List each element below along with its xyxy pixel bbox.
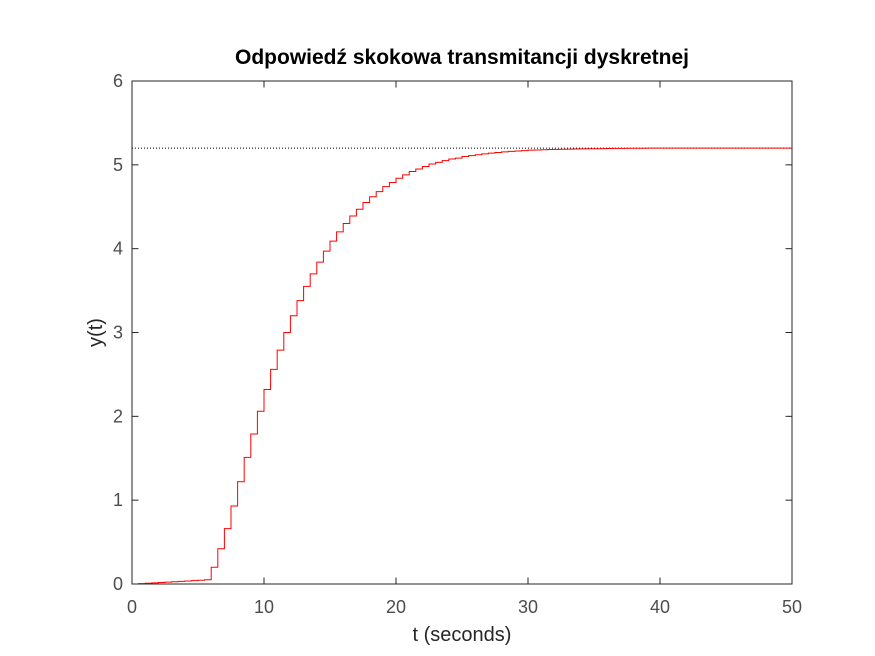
x-tick-label: 0 <box>127 597 137 617</box>
x-tick-label: 30 <box>518 597 538 617</box>
y-tick-label: 1 <box>113 490 123 510</box>
y-tick-label: 0 <box>113 574 123 594</box>
series-layer <box>132 147 792 585</box>
x-tick-label: 10 <box>254 597 274 617</box>
y-tick-label: 3 <box>113 323 123 343</box>
x-tick-label: 20 <box>386 597 406 617</box>
y-axis-label: y(t) <box>85 318 107 347</box>
step-response-series <box>132 147 792 585</box>
y-tick-label: 2 <box>113 406 123 426</box>
plot-area <box>132 81 792 584</box>
y-tick-label: 6 <box>113 71 123 91</box>
y-tick-label: 5 <box>113 155 123 175</box>
x-axis-label: t (seconds) <box>413 624 512 646</box>
ticks-layer: 0 10 20 30 40 50 0 1 2 3 4 5 6 <box>113 71 802 617</box>
x-tick-label: 50 <box>782 597 802 617</box>
chart-title: Odpowiedź skokowa transmitancji dyskretn… <box>235 46 689 69</box>
x-tick-label: 40 <box>650 597 670 617</box>
y-tick-label: 4 <box>113 239 123 259</box>
